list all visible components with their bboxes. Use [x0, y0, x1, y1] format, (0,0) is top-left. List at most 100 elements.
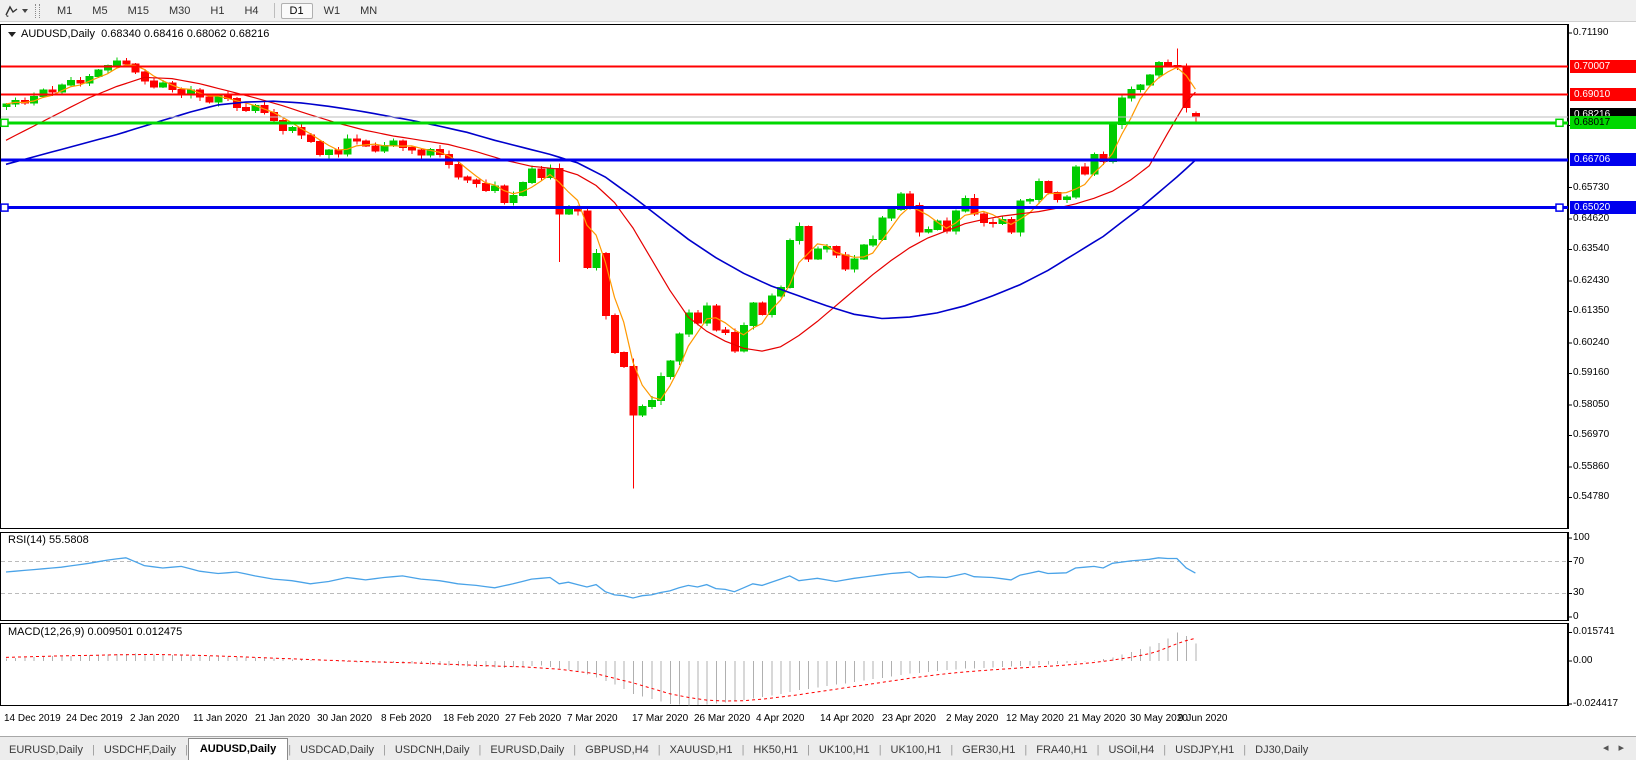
price-label-0.70007: 0.70007: [1570, 60, 1636, 73]
macd-histogram: [6, 632, 1197, 706]
chart-tab-bar: EURUSD,Daily | USDCHF,Daily | AUDUSD,Daily | U…: [0, 736, 1636, 760]
rsi-tick-30: 30: [1573, 587, 1585, 598]
chart-tab-EURUSD-Daily[interactable]: EURUSD,Daily: [490, 744, 565, 756]
macd-panel: [0, 623, 1568, 706]
rsi-tick-70: 70: [1573, 556, 1585, 567]
hline-handle[interactable]: [1555, 118, 1564, 128]
rsi-indicator-label: RSI(14) 55.5808: [8, 534, 89, 546]
chart-tab-FRA40-H1[interactable]: FRA40,H1: [1036, 744, 1088, 756]
chart-tab-USDJPY-H1[interactable]: USDJPY,H1: [1175, 744, 1235, 756]
chart-symbol-dropdown-icon[interactable]: [8, 32, 16, 37]
date-label-4-Apr-2020: 4 Apr 2020: [756, 713, 805, 724]
tab-separator: |: [1024, 744, 1028, 756]
hline-handle[interactable]: [0, 118, 9, 128]
price-tick-0.65730: 0.65730: [1573, 182, 1610, 193]
tab-separator: |: [1163, 744, 1167, 756]
rsi-tick-0: 0: [1573, 611, 1579, 622]
hline-handle[interactable]: [0, 203, 9, 212]
date-label-18-Feb-2020: 18 Feb 2020: [443, 713, 500, 724]
chart-tab-USDCAD-Daily[interactable]: USDCAD,Daily: [300, 744, 375, 756]
date-label-30-May-2020: 30 May 2020: [1130, 713, 1188, 724]
tab-separator: |: [478, 744, 482, 756]
rsi-line: [5, 557, 1196, 599]
chart-symbol-label: AUDUSD,Daily: [21, 28, 95, 40]
date-label-17-Mar-2020: 17 Mar 2020: [632, 713, 689, 724]
date-label-27-Feb-2020: 27 Feb 2020: [505, 713, 562, 724]
tab-scroll-arrows: ◂ ▸: [1598, 741, 1629, 754]
price-label-0.65020: 0.65020: [1570, 201, 1636, 214]
price-label-0.66706: 0.66706: [1570, 153, 1636, 166]
timeframe-button-M15[interactable]: M15: [127, 4, 149, 17]
tab-separator: |: [741, 744, 745, 756]
timeframe-button-MN[interactable]: MN: [360, 4, 378, 17]
chart-tab-USDCNH-Daily[interactable]: USDCNH,Daily: [394, 744, 470, 756]
date-label-21-Jan-2020: 21 Jan 2020: [255, 713, 311, 724]
timeframe-button-W1[interactable]: W1: [323, 4, 341, 17]
price-label-0.68017: 0.68017: [1570, 116, 1636, 129]
date-label-23-Apr-2020: 23 Apr 2020: [882, 713, 936, 724]
date-label-8-Feb-2020: 8 Feb 2020: [381, 713, 432, 724]
tab-scroll-right-icon[interactable]: ▸: [1618, 742, 1625, 754]
date-label-2-Jan-2020: 2 Jan 2020: [130, 713, 180, 724]
macd-tick--0.024417: -0.024417: [1573, 698, 1619, 709]
price-tick-0.54780: 0.54780: [1573, 491, 1610, 502]
tab-separator: |: [1243, 744, 1247, 756]
price-tick-0.62430: 0.62430: [1573, 275, 1610, 286]
hline-handle[interactable]: [1555, 203, 1564, 212]
chart-tab-GBPUSD-H4[interactable]: GBPUSD,H4: [585, 744, 649, 756]
toolbar-grip-handle[interactable]: [35, 3, 40, 18]
timeframe-buttons-group: M1 M5 M15 M30 H1 H4 D1 W1 MN: [47, 2, 387, 19]
tab-separator: |: [184, 744, 188, 756]
chart-cursor-icon: [5, 5, 18, 17]
chart-tab-HK50-H1[interactable]: HK50,H1: [753, 744, 799, 756]
tab-separator: |: [1096, 744, 1100, 756]
date-label-14-Apr-2020: 14 Apr 2020: [820, 713, 874, 724]
macd-signal-line: [5, 637, 1196, 702]
ma-medium-red-line: [5, 76, 1196, 352]
macd-tick-0.015741: 0.015741: [1573, 626, 1615, 637]
price-tick-0.56970: 0.56970: [1573, 429, 1610, 440]
tab-separator: |: [91, 744, 95, 756]
timeframe-button-H4[interactable]: H4: [244, 4, 259, 17]
tab-separator: |: [573, 744, 577, 756]
tab-separator: |: [950, 744, 954, 756]
chart-tab-AUDUSD-Daily[interactable]: AUDUSD,Daily: [187, 738, 289, 760]
date-label-14-Dec-2019: 14 Dec 2019: [4, 713, 61, 724]
chart-tab-GER30-H1[interactable]: GER30,H1: [962, 744, 1016, 756]
timeframe-button-D1[interactable]: D1: [280, 2, 313, 19]
date-label-12-May-2020: 12 May 2020: [1006, 713, 1064, 724]
tab-separator: |: [288, 744, 292, 756]
date-label-21-May-2020: 21 May 2020: [1068, 713, 1126, 724]
chart-title: AUDUSD,Daily 0.68340 0.68416 0.68062 0.6…: [8, 28, 269, 40]
chart-tab-USOil-H4[interactable]: USOil,H4: [1108, 744, 1155, 756]
chart-tab-UK100-H1[interactable]: UK100,H1: [890, 744, 942, 756]
chevron-down-icon: [22, 8, 28, 13]
date-label-11-Jan-2020: 11 Jan 2020: [193, 713, 248, 724]
timeframe-button-M30[interactable]: M30: [168, 4, 191, 17]
tab-scroll-left-icon[interactable]: ◂: [1603, 742, 1609, 754]
candlestick-series: [2, 48, 1200, 489]
rsi-panel: [0, 532, 1568, 621]
price-tick-0.60240: 0.60240: [1573, 337, 1610, 348]
timeframe-toolbar: M1 M5 M15 M30 H1 H4 D1 W1 MN: [0, 0, 1636, 22]
chart-tab-USDCHF-Daily[interactable]: USDCHF,Daily: [103, 744, 176, 756]
timeframe-button-M1[interactable]: M1: [57, 4, 73, 17]
timeframe-button-M5[interactable]: M5: [92, 4, 108, 17]
chart-cursor-tool[interactable]: [0, 1, 31, 20]
price-tick-0.58050: 0.58050: [1573, 399, 1610, 410]
chart-tab-DJ30-Daily[interactable]: DJ30,Daily: [1255, 744, 1309, 756]
timeframe-button-H1[interactable]: H1: [210, 4, 225, 17]
macd-indicator-label: MACD(12,26,9) 0.009501 0.012475: [8, 626, 183, 638]
date-label-24-Dec-2019: 24 Dec 2019: [66, 713, 123, 724]
chart-tab-EURUSD-Daily[interactable]: EURUSD,Daily: [9, 744, 83, 756]
macd-tick-0.00: 0.00: [1573, 655, 1593, 666]
price-label-0.69010: 0.69010: [1570, 88, 1636, 101]
price-tick-0.71190: 0.71190: [1573, 27, 1609, 38]
price-tick-0.59160: 0.59160: [1573, 367, 1610, 378]
chart-tab-XAUUSD-H1[interactable]: XAUUSD,H1: [669, 744, 733, 756]
chart-ohlc-values: 0.68340 0.68416 0.68062 0.68216: [101, 28, 270, 40]
ma-slow-blue-line: [5, 100, 1196, 320]
chart-tab-UK100-H1[interactable]: UK100,H1: [818, 744, 870, 756]
